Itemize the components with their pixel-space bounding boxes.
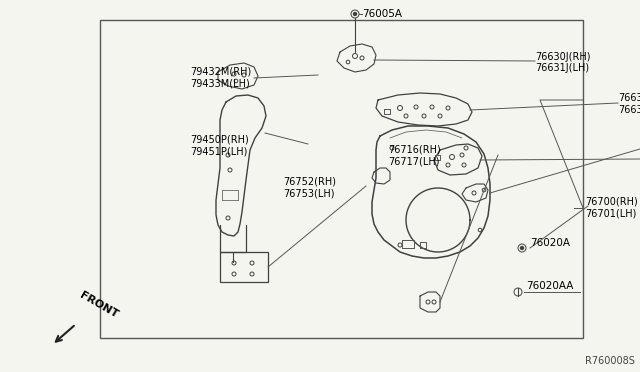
Text: 76020AA: 76020AA bbox=[526, 281, 573, 291]
Circle shape bbox=[353, 13, 356, 16]
Text: R760008S: R760008S bbox=[585, 356, 635, 366]
Text: 79433M(LH): 79433M(LH) bbox=[190, 78, 250, 88]
Text: 76631(LH): 76631(LH) bbox=[618, 104, 640, 114]
Text: 76701(LH): 76701(LH) bbox=[585, 208, 636, 218]
Bar bbox=[220, 252, 268, 282]
Text: 76716(RH): 76716(RH) bbox=[388, 145, 441, 155]
Text: 76631J(LH): 76631J(LH) bbox=[535, 63, 589, 73]
Text: 79450P(RH): 79450P(RH) bbox=[190, 135, 249, 145]
Circle shape bbox=[520, 247, 524, 250]
Text: 76752(RH): 76752(RH) bbox=[283, 177, 336, 187]
Text: 76717(LH): 76717(LH) bbox=[388, 156, 440, 166]
Text: 76753(LH): 76753(LH) bbox=[283, 188, 335, 198]
Text: 79451P(LH): 79451P(LH) bbox=[190, 146, 248, 156]
Text: 76700(RH): 76700(RH) bbox=[585, 197, 637, 207]
Text: FRONT: FRONT bbox=[78, 290, 120, 320]
Text: 76020A: 76020A bbox=[530, 238, 570, 248]
Text: 76005A: 76005A bbox=[362, 9, 402, 19]
Bar bbox=[100, 20, 583, 338]
Text: 76630J(RH): 76630J(RH) bbox=[535, 52, 591, 62]
Text: 76630(RH): 76630(RH) bbox=[618, 93, 640, 103]
Text: 79432M(RH): 79432M(RH) bbox=[190, 67, 252, 77]
